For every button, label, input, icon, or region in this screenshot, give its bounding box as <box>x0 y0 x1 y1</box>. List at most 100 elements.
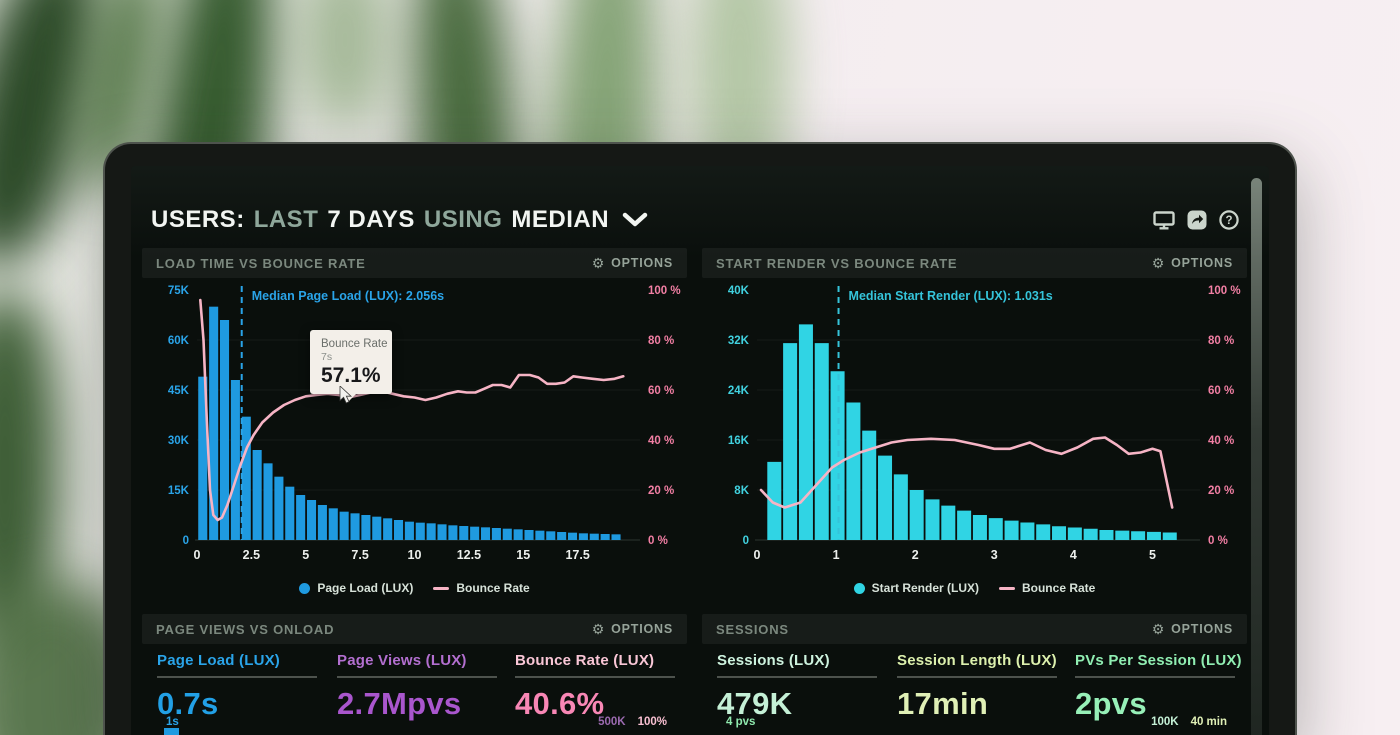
metric-sessions: Sessions (LUX) 479K <box>717 652 883 722</box>
svg-text:32K: 32K <box>728 335 750 347</box>
gear-icon: ⚙ <box>591 621 606 637</box>
svg-text:1: 1 <box>833 548 840 562</box>
monitor-icon[interactable] <box>1153 210 1175 230</box>
legend-dot-icon <box>299 582 311 594</box>
metric-label: Sessions (LUX) <box>717 652 830 669</box>
svg-text:60K: 60K <box>168 335 190 347</box>
svg-text:0: 0 <box>754 548 761 562</box>
gear-icon: ⚙ <box>1151 621 1166 637</box>
header-actions: ? <box>1153 210 1239 230</box>
svg-text:40 %: 40 % <box>648 435 674 447</box>
axis-hint: 40 min <box>1190 716 1227 728</box>
axis-hint: 500K <box>598 716 626 728</box>
panel-page-views-header: PAGE VIEWS VS ONLOAD ⚙ OPTIONS <box>142 614 687 644</box>
metric-bounce-rate: Bounce Rate (LUX) 40.6% <box>515 652 681 722</box>
svg-text:15: 15 <box>516 548 530 562</box>
metric-underline <box>897 676 1057 678</box>
load-time-chart[interactable]: Median Page Load (LUX): 2.056s 0 15K 30K 45K… <box>142 278 687 578</box>
svg-text:2.5: 2.5 <box>243 548 260 562</box>
panel-load-time: LOAD TIME VS BOUNCE RATE ⚙ OPTIONS Media… <box>142 248 687 598</box>
options-button[interactable]: ⚙ OPTIONS <box>1152 622 1233 636</box>
svg-text:5: 5 <box>1149 548 1156 562</box>
legend-item-page-load[interactable]: Page Load (LUX) <box>299 581 413 595</box>
panel-title: SESSIONS <box>716 621 789 637</box>
metric-label: Page Load (LUX) <box>157 652 281 669</box>
metric-underline <box>337 676 497 678</box>
metric-axis-hints: 100K 40 min <box>1151 716 1227 728</box>
panel-start-render-header: START RENDER VS BOUNCE RATE ⚙ OPTIONS <box>702 248 1247 278</box>
partial-bar <box>164 728 179 735</box>
metric-session-length: Session Length (LUX) 17min <box>897 652 1063 722</box>
svg-text:20 %: 20 % <box>1208 485 1234 497</box>
legend: Page Load (LUX) Bounce Rate <box>142 578 687 598</box>
metric-value: 479K <box>717 685 793 721</box>
legend-item-bounce-rate[interactable]: Bounce Rate <box>998 581 1095 595</box>
start-render-chart[interactable]: Median Start Render (LUX): 1.031s 0 8K 16K 2… <box>702 278 1247 578</box>
legend-dot-icon <box>853 582 865 594</box>
legend: Start Render (LUX) Bounce Rate <box>702 578 1247 598</box>
help-glyph: ? <box>1225 215 1232 227</box>
options-label: OPTIONS <box>611 622 673 636</box>
options-button[interactable]: ⚙ OPTIONS <box>592 622 673 636</box>
laptop: USERS: LAST 7 DAYS USING MEDIAN ? LOAD T… <box>103 142 1297 735</box>
help-icon[interactable]: ? <box>1219 210 1239 230</box>
legend-label: Start Render (LUX) <box>871 581 979 595</box>
tooltip-series: Bounce Rate <box>321 338 388 350</box>
svg-text:45K: 45K <box>168 385 190 397</box>
metric-underline <box>717 676 877 678</box>
axis-hint: 100K <box>1151 716 1179 728</box>
tooltip-value: 57.1% <box>321 364 381 387</box>
svg-text:20 %: 20 % <box>648 485 674 497</box>
svg-text:3: 3 <box>991 548 998 562</box>
metric-value: 2pvs <box>1075 685 1147 721</box>
options-button[interactable]: ⚙ OPTIONS <box>1152 256 1233 270</box>
panel-title: LOAD TIME VS BOUNCE RATE <box>156 255 366 271</box>
metric-value: 0.7s <box>157 685 219 721</box>
metric-value: 2.7Mpvs <box>337 685 462 721</box>
legend-label: Bounce Rate <box>456 581 530 595</box>
share-icon[interactable] <box>1187 210 1207 230</box>
svg-text:8K: 8K <box>734 485 749 497</box>
options-label: OPTIONS <box>1171 622 1233 636</box>
legend-item-bounce-rate[interactable]: Bounce Rate <box>433 581 530 595</box>
metric-label: Bounce Rate (LUX) <box>515 652 655 669</box>
chevron-down-icon <box>622 212 648 228</box>
svg-text:Median Start Render (LUX): 1.0: Median Start Render (LUX): 1.031s <box>849 289 1053 303</box>
metric-axis-hint: 1s <box>166 716 179 728</box>
svg-text:100 %: 100 % <box>1208 285 1241 297</box>
metric-page-load: Page Load (LUX) 0.7s <box>157 652 323 722</box>
svg-text:30K: 30K <box>168 435 190 447</box>
svg-text:0 %: 0 % <box>1208 535 1228 547</box>
svg-text:0: 0 <box>194 548 201 562</box>
scope-using-label: USING <box>423 206 503 233</box>
legend-label: Page Load (LUX) <box>317 581 414 595</box>
svg-text:100 %: 100 % <box>648 285 681 297</box>
metric-page-views: Page Views (LUX) 2.7Mpvs <box>337 652 503 722</box>
svg-text:5: 5 <box>302 548 309 562</box>
options-button[interactable]: ⚙ OPTIONS <box>592 256 673 270</box>
svg-text:0: 0 <box>743 535 749 547</box>
svg-text:16K: 16K <box>728 435 750 447</box>
metric-underline <box>157 676 317 678</box>
mouse-cursor-icon <box>339 385 354 409</box>
svg-text:4: 4 <box>1070 548 1077 562</box>
panel-start-render: START RENDER VS BOUNCE RATE ⚙ OPTIONS Me… <box>702 248 1247 598</box>
dashboard-scope-dropdown[interactable]: USERS: LAST 7 DAYS USING MEDIAN <box>151 206 648 234</box>
metric-axis-hint: 4 pvs <box>726 716 756 728</box>
svg-text:40K: 40K <box>728 285 750 297</box>
panel-title: PAGE VIEWS VS ONLOAD <box>156 621 335 637</box>
axis-hint: 100% <box>637 716 667 728</box>
gear-icon: ⚙ <box>1151 255 1166 271</box>
panel-title: START RENDER VS BOUNCE RATE <box>716 255 958 271</box>
svg-text:17.5: 17.5 <box>565 548 589 562</box>
svg-text:12.5: 12.5 <box>457 548 481 562</box>
legend-item-start-render[interactable]: Start Render (LUX) <box>853 581 979 595</box>
metric-value: 17min <box>897 685 989 721</box>
screen-reflection <box>1251 178 1262 735</box>
metric-axis-hints: 500K 100% <box>598 716 667 728</box>
options-label: OPTIONS <box>611 256 673 270</box>
panel-sessions-header: SESSIONS ⚙ OPTIONS <box>702 614 1247 644</box>
metric-pvs-per-session: PVs Per Session (LUX) 2pvs <box>1075 652 1242 722</box>
panel-page-views: PAGE VIEWS VS ONLOAD ⚙ OPTIONS Page Load… <box>142 614 687 735</box>
scope-metric-label: MEDIAN <box>511 206 610 233</box>
